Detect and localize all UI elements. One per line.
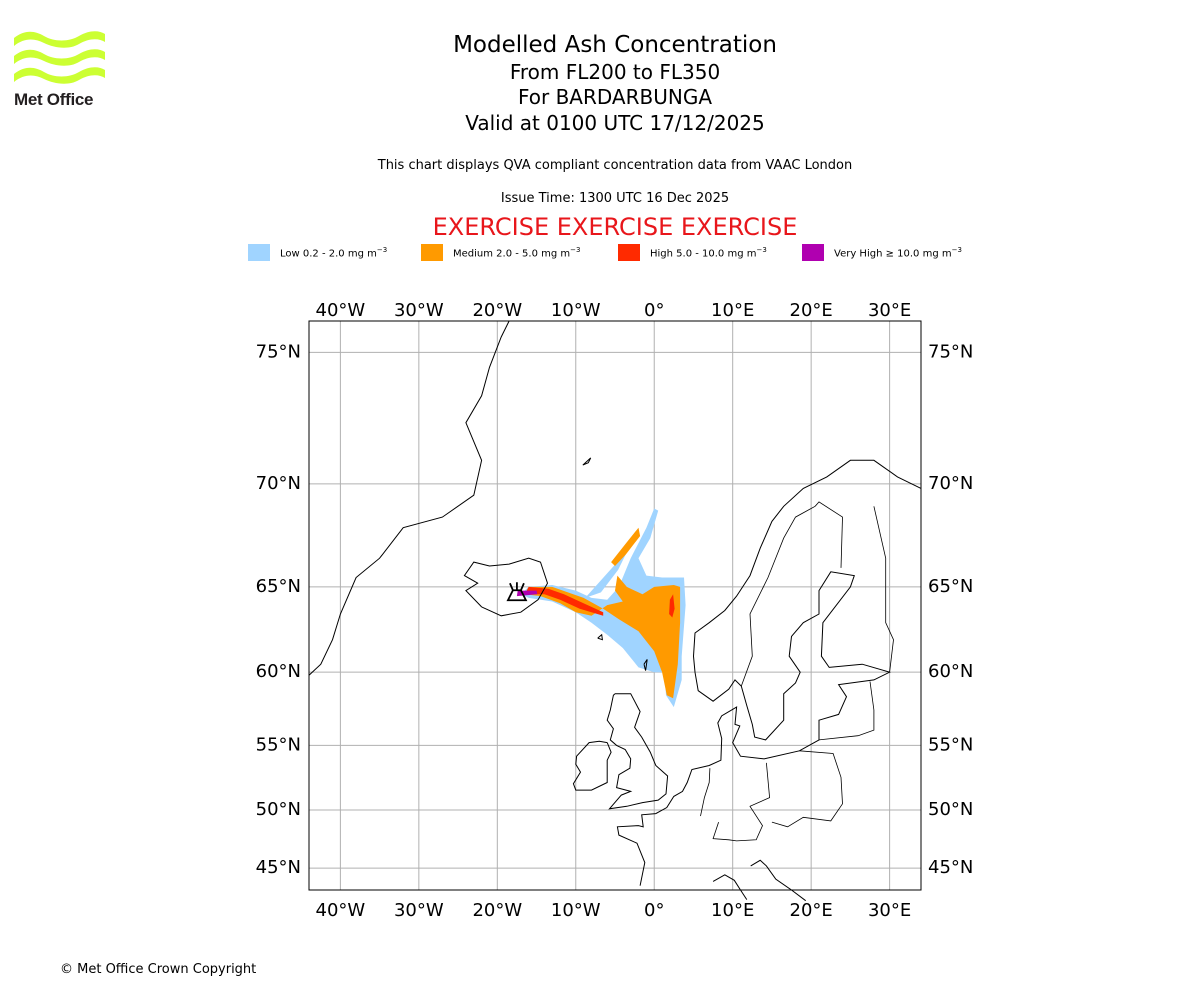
country-border (740, 505, 816, 687)
map-frame (308, 320, 922, 891)
medium-concentration-swatch (421, 244, 443, 261)
ash-areas (516, 508, 686, 708)
axis-tick-labels: 40°W 40°W 30°W 30°W 20°W 20°W 10°W 10°W 0° 0° 10°E… (256, 300, 974, 921)
lon-tick-label-bottom: 40°W (316, 900, 366, 921)
ash-area-medium (611, 527, 641, 566)
legend-label-low: Low 0.2 - 2.0 mg m (280, 248, 377, 260)
ash-area-high (524, 586, 604, 616)
lat-tick-label-left: 45°N (256, 857, 301, 878)
lon-tick-label-bottom: 10°E (711, 900, 754, 921)
lat-tick-label-right: 75°N (928, 341, 973, 362)
country-border (771, 750, 843, 828)
coastline-continent (616, 459, 922, 886)
legend-label-high: High 5.0 - 10.0 mg m (650, 248, 757, 260)
lat-tick-label-left: 75°N (256, 341, 301, 362)
country-border (712, 762, 771, 842)
met-office-logo: Met Office (14, 30, 108, 110)
very-high-concentration-swatch (802, 244, 824, 261)
legend-item-medium: Medium 2.0 - 5.0 mg m−3 (421, 244, 580, 261)
country-border (873, 506, 894, 673)
legend-label-very-high: Very High ≥ 10.0 mg m (834, 248, 952, 260)
coastline-jan-mayen (582, 457, 592, 466)
legend-label-medium: Medium 2.0 - 5.0 mg m (453, 248, 571, 260)
lon-tick-label-bottom: 20°E (790, 900, 833, 921)
lon-tick-label-top: 20°E (790, 300, 833, 321)
lon-tick-label-top: 0° (644, 300, 664, 321)
lat-tick-label-left: 65°N (256, 576, 301, 597)
issue-time: Issue Time: 1300 UTC 16 Dec 2025 (500, 191, 730, 206)
lat-tick-label-left: 50°N (256, 799, 301, 820)
chart-title: Modelled Ash Concentration (453, 32, 777, 58)
coastline-faroe (597, 633, 604, 641)
country-border (814, 501, 843, 568)
legend-item-high: High 5.0 - 10.0 mg m−3 (618, 244, 767, 261)
high-concentration-swatch (618, 244, 640, 261)
copyright-notice: © Met Office Crown Copyright (60, 962, 257, 977)
coastlines (308, 320, 922, 902)
coastline-italy (712, 874, 748, 900)
ash-area-low (520, 508, 686, 708)
lon-tick-label-top: 20°W (472, 300, 522, 321)
chart-titles: Modelled Ash Concentration From FL200 to… (315, 30, 915, 137)
lon-tick-label-top: 30°E (868, 300, 911, 321)
volcano-name: For BARDARBUNGA (517, 85, 713, 109)
lon-tick-label-top: 10°E (711, 300, 754, 321)
legend-unit-low: −3 (376, 245, 388, 254)
exercise-banner: EXERCISE EXERCISE EXERCISE (432, 213, 798, 241)
coastline-shetland (643, 659, 648, 671)
coastline-greenland (308, 320, 510, 676)
lat-tick-label-left: 60°N (256, 661, 301, 682)
lon-tick-label-top: 30°W (394, 300, 444, 321)
lon-tick-label-bottom: 10°W (551, 900, 601, 921)
coastline-adriatic (750, 859, 807, 902)
volcano-marker (506, 582, 528, 602)
level-range: From FL200 to FL350 (509, 60, 721, 84)
valid-time: Valid at 0100 UTC 17/12/2025 (465, 111, 765, 135)
concentration-legend: Low 0.2 - 2.0 mg m−3 Medium 2.0 - 5.0 mg… (248, 244, 1008, 264)
lon-tick-label-bottom: 30°W (394, 900, 444, 921)
lon-tick-label-bottom: 0° (644, 900, 664, 921)
lat-tick-label-right: 55°N (928, 734, 973, 755)
met-office-waves-icon (14, 31, 105, 84)
legend-unit-high: −3 (756, 245, 767, 254)
ash-area-medium (524, 575, 681, 699)
lat-tick-label-left: 70°N (256, 473, 301, 494)
legend-unit-medium: −3 (570, 245, 581, 254)
lat-tick-label-right: 45°N (928, 857, 973, 878)
lat-tick-label-right: 65°N (928, 576, 973, 597)
chart-description: This chart displays QVA compliant concen… (377, 158, 853, 173)
ash-area-high (669, 594, 675, 618)
legend-item-low: Low 0.2 - 2.0 mg m−3 (248, 244, 387, 261)
lat-tick-label-right: 50°N (928, 799, 973, 820)
legend-item-very-high: Very High ≥ 10.0 mg m−3 (802, 244, 962, 261)
country-border (818, 681, 875, 741)
country-border (700, 768, 711, 817)
coastline-britain (606, 693, 669, 810)
volcano-icon (506, 582, 528, 602)
lon-tick-label-top: 10°W (551, 300, 601, 321)
lon-tick-label-bottom: 20°W (472, 900, 522, 921)
map-gridlines (309, 321, 921, 890)
coastline-iceland (463, 557, 549, 617)
lon-tick-label-top: 40°W (316, 300, 366, 321)
coastline-ireland (572, 740, 612, 791)
lat-tick-label-right: 60°N (928, 661, 973, 682)
lon-tick-label-bottom: 30°E (868, 900, 911, 921)
lat-tick-label-right: 70°N (928, 473, 973, 494)
lat-tick-label-left: 55°N (256, 734, 301, 755)
met-office-logo-text: Met Office (14, 90, 94, 109)
legend-unit-very-high: −3 (951, 245, 962, 254)
low-concentration-swatch (248, 244, 270, 261)
